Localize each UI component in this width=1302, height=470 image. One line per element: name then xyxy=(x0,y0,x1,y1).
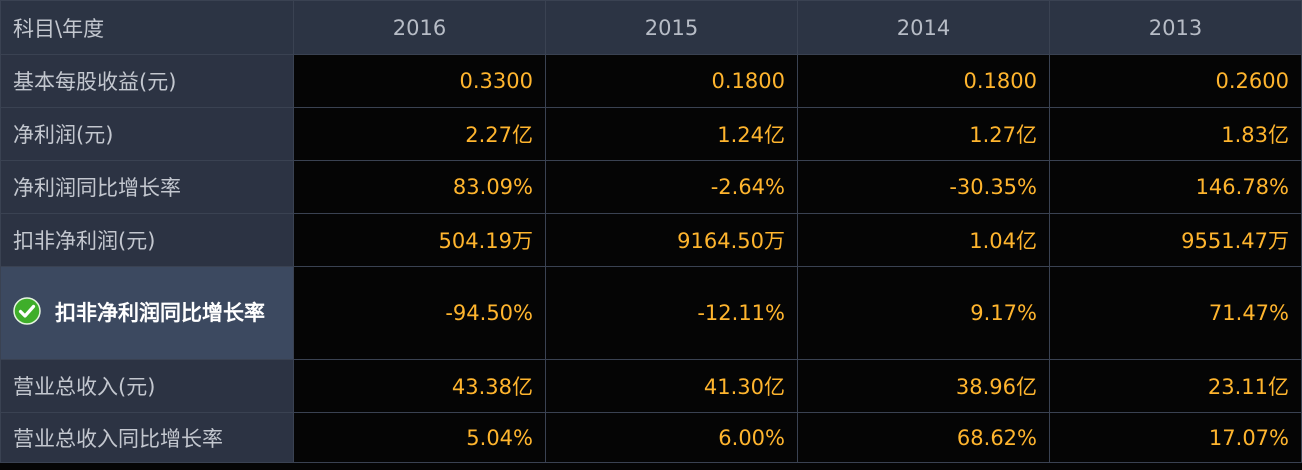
row-label: 扣非净利润同比增长率 xyxy=(0,266,294,360)
cell-value: 1.04亿 xyxy=(797,213,1050,267)
header-row: 科目\年度 2016 2015 2014 2013 xyxy=(0,0,1302,55)
cell-value: 71.47% xyxy=(1049,266,1302,360)
cell-value: 9164.50万 xyxy=(545,213,798,267)
cell-value: 0.3300 xyxy=(293,54,546,108)
row-label: 营业总收入(元) xyxy=(0,359,294,413)
cell-value: 1.27亿 xyxy=(797,107,1050,161)
table-row: 扣非净利润(元) 504.19万 9164.50万 1.04亿 9551.47万 xyxy=(0,213,1302,267)
table-row: 基本每股收益(元) 0.3300 0.1800 0.1800 0.2600 xyxy=(0,54,1302,108)
check-icon xyxy=(13,297,41,325)
year-header: 2016 xyxy=(293,0,546,55)
cell-value: 2.27亿 xyxy=(293,107,546,161)
cell-value: 504.19万 xyxy=(293,213,546,267)
cell-value: 43.38亿 xyxy=(293,359,546,413)
cell-value: 146.78% xyxy=(1049,160,1302,214)
cell-value: 5.04% xyxy=(293,412,546,463)
cell-value: 68.62% xyxy=(797,412,1050,463)
cell-value: 9.17% xyxy=(797,266,1050,360)
cell-value: 83.09% xyxy=(293,160,546,214)
cell-value: 0.1800 xyxy=(797,54,1050,108)
cell-value: 0.1800 xyxy=(545,54,798,108)
cell-value: 38.96亿 xyxy=(797,359,1050,413)
cell-value: 1.83亿 xyxy=(1049,107,1302,161)
label-wrap: 扣非净利润同比增长率 xyxy=(13,293,293,333)
cell-value: -94.50% xyxy=(293,266,546,360)
corner-header: 科目\年度 xyxy=(0,0,294,55)
row-label: 营业总收入同比增长率 xyxy=(0,412,294,463)
row-label: 净利润(元) xyxy=(0,107,294,161)
table-row: 净利润(元) 2.27亿 1.24亿 1.27亿 1.83亿 xyxy=(0,107,1302,161)
table-row: 营业总收入(元) 43.38亿 41.30亿 38.96亿 23.11亿 xyxy=(0,359,1302,413)
year-header: 2013 xyxy=(1049,0,1302,55)
cell-value: 23.11亿 xyxy=(1049,359,1302,413)
row-label: 扣非净利润(元) xyxy=(0,213,294,267)
table-body: 基本每股收益(元) 0.3300 0.1800 0.1800 0.2600 净利润(元) 2… xyxy=(0,54,1302,463)
year-header: 2014 xyxy=(797,0,1050,55)
row-label: 净利润同比增长率 xyxy=(0,160,294,214)
cell-value: -30.35% xyxy=(797,160,1050,214)
table-row: 净利润同比增长率 83.09% -2.64% -30.35% 146.78% xyxy=(0,160,1302,214)
cell-value: 6.00% xyxy=(545,412,798,463)
cell-value: -2.64% xyxy=(545,160,798,214)
cell-value: 0.2600 xyxy=(1049,54,1302,108)
cell-value: 41.30亿 xyxy=(545,359,798,413)
year-header: 2015 xyxy=(545,0,798,55)
cell-value: 17.07% xyxy=(1049,412,1302,463)
table-row: 扣非净利润同比增长率 -94.50% -12.11% 9.17% 71.47% xyxy=(0,266,1302,360)
row-label: 基本每股收益(元) xyxy=(0,54,294,108)
table-row: 营业总收入同比增长率 5.04% 6.00% 68.62% 17.07% xyxy=(0,412,1302,463)
cell-value: 9551.47万 xyxy=(1049,213,1302,267)
cell-value: -12.11% xyxy=(545,266,798,360)
row-label-text: 扣非净利润同比增长率 xyxy=(55,301,265,325)
cell-value: 1.24亿 xyxy=(545,107,798,161)
